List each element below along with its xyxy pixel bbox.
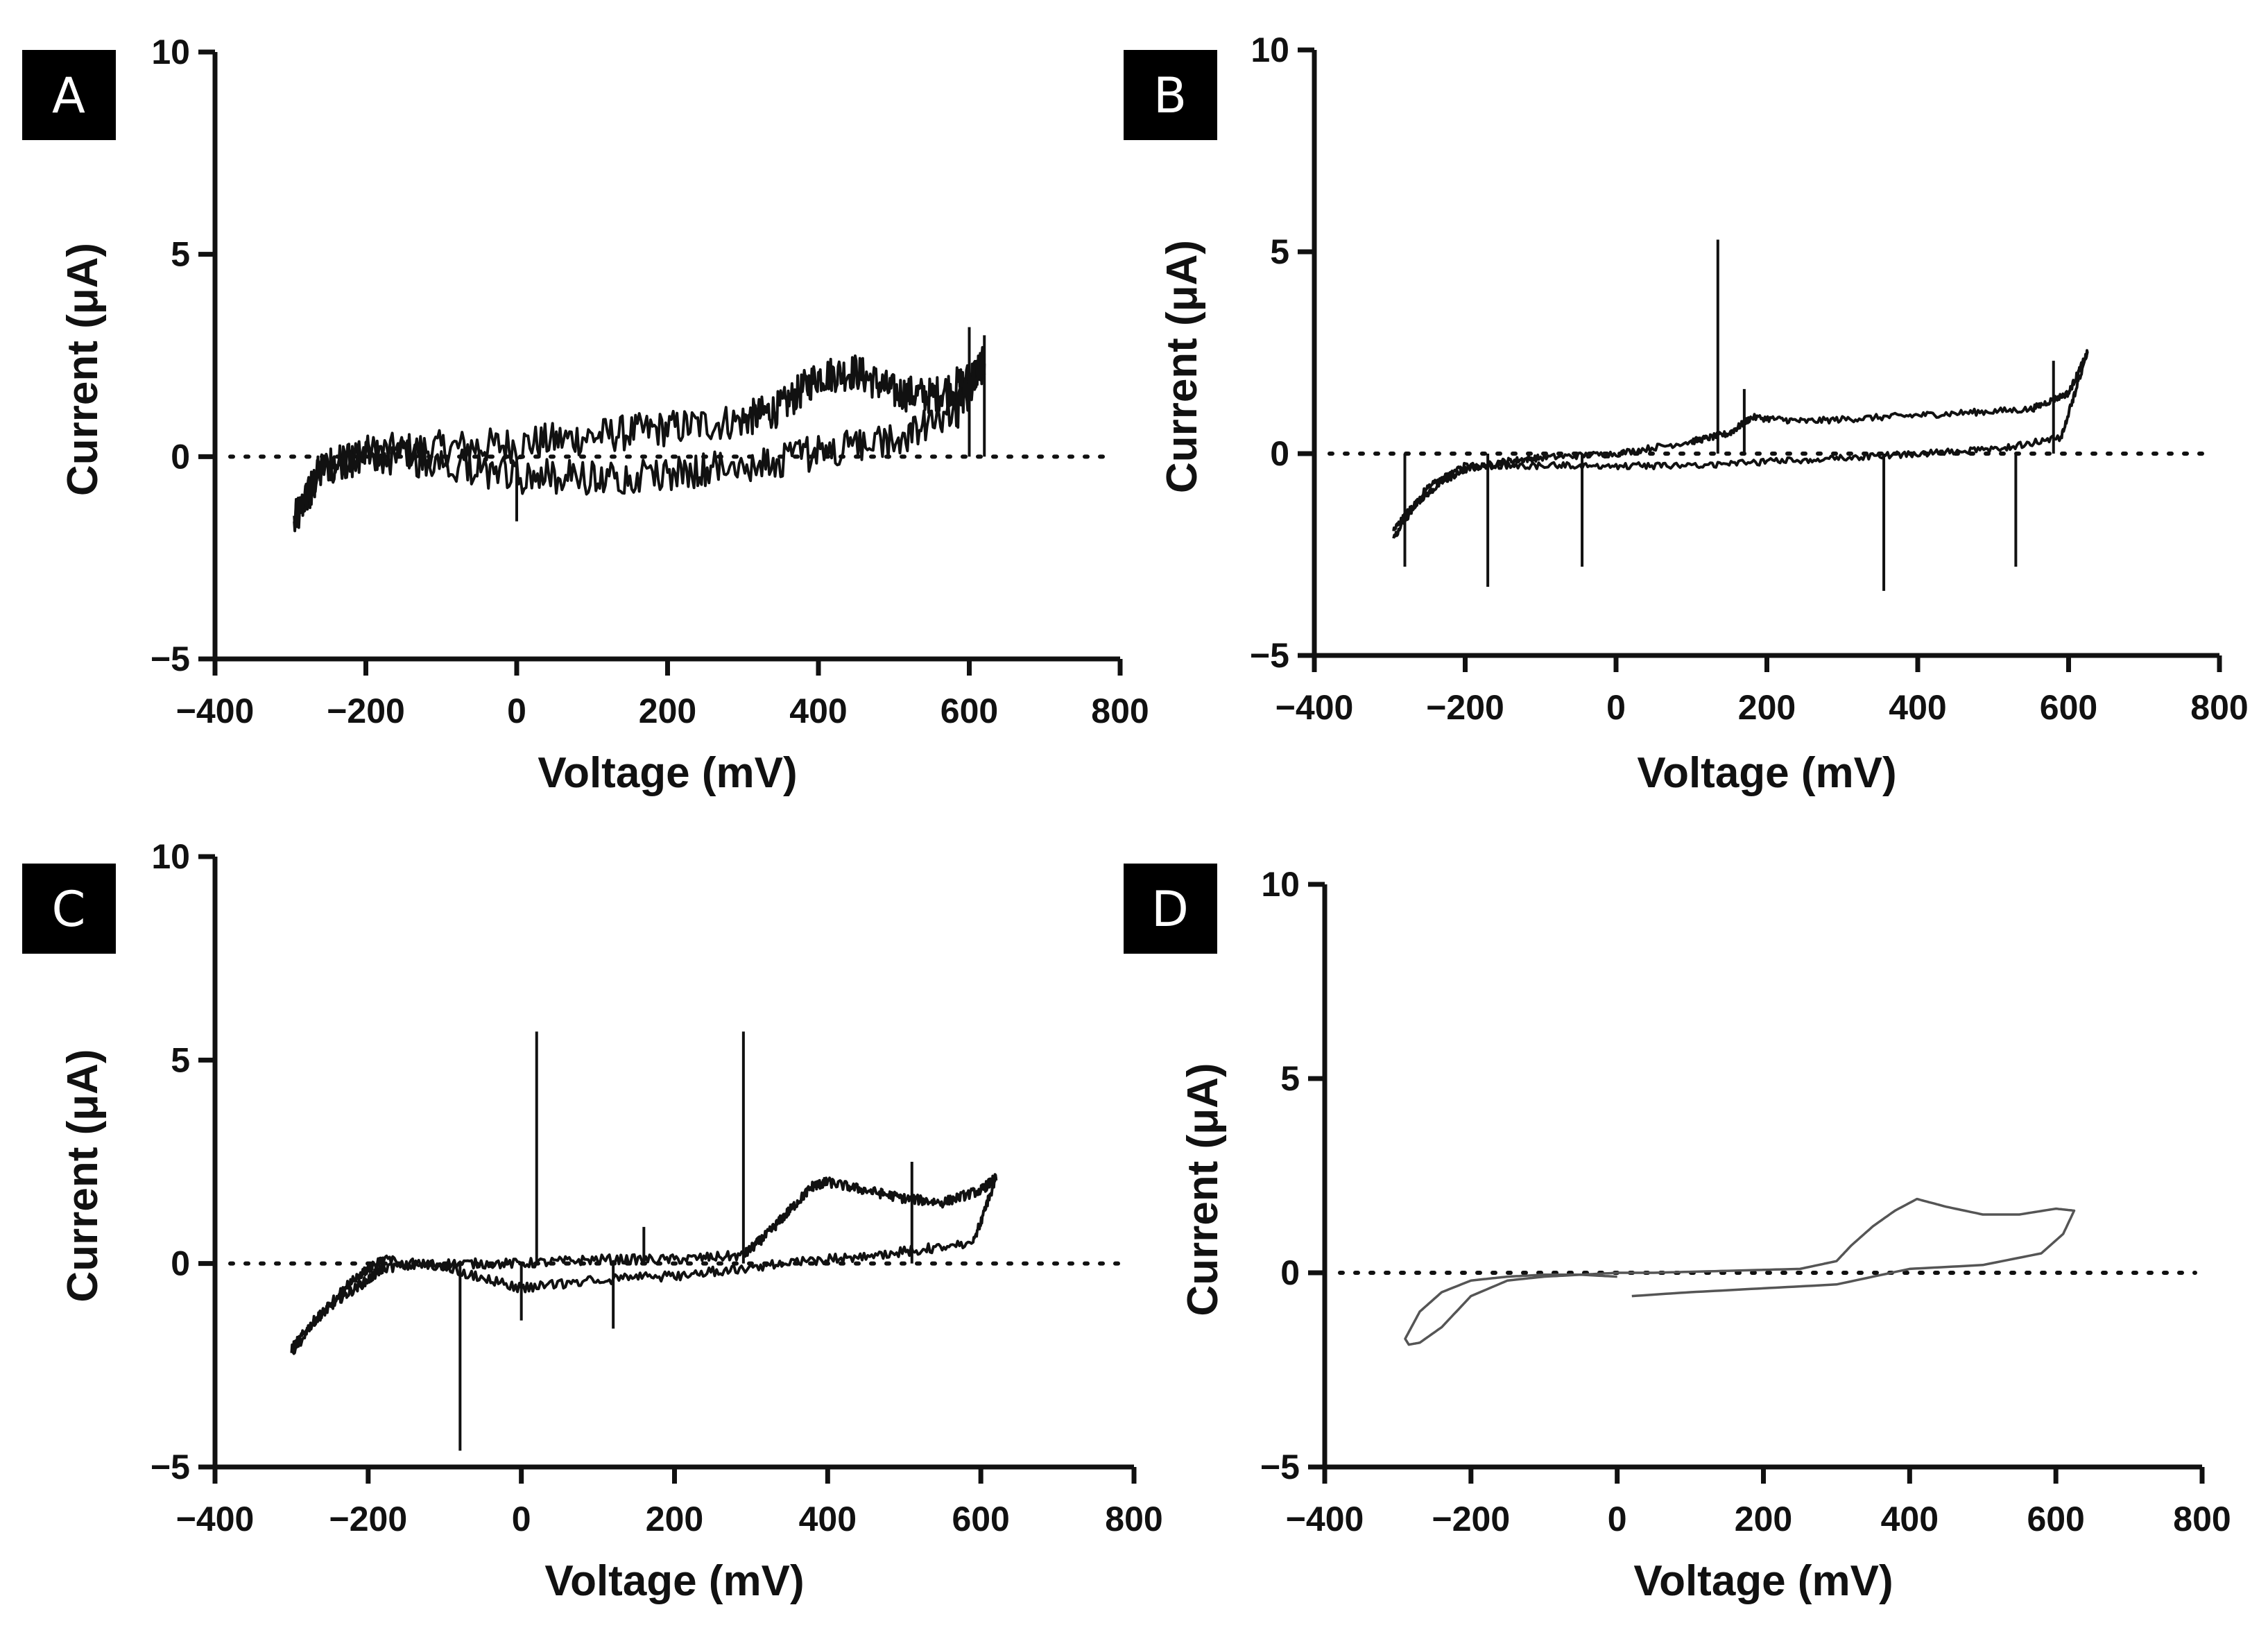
panel-b-y-tick-label: 0 xyxy=(1270,434,1289,473)
panel-a: A −5 0 5 10 −400 −200 0 200 400 600 800 Voltage (mV)… xyxy=(22,33,1149,797)
panel-b-x-tick-label: −200 xyxy=(1426,688,1504,727)
panel-c-y-axis-title: Current (μA) xyxy=(59,1049,107,1302)
panel-d-x-tick-label: −200 xyxy=(1432,1500,1511,1538)
panel-a-y-tick-label: 0 xyxy=(171,437,190,476)
panel-b-y-tick-label: 10 xyxy=(1251,31,1289,69)
panel-d-badge-box xyxy=(1124,864,1217,954)
panel-d-y-axis-title: Current (μA) xyxy=(1179,1063,1227,1316)
panel-d-x-axis-title: Voltage (mV) xyxy=(1633,1557,1893,1605)
panel-b-y-axis-title: Current (μA) xyxy=(1158,240,1206,493)
panel-d: D −5 0 5 10 −400 −200 0 200 400 600 800 Voltage (mV)… xyxy=(1124,864,2231,1605)
panel-b-series-0 xyxy=(1392,349,2089,531)
panel-d-x-tick-label: 0 xyxy=(1608,1500,1627,1538)
panel-c-x-tick-label: 200 xyxy=(646,1500,703,1538)
panel-a-badge-box xyxy=(22,50,116,140)
panel-a-y-tick-label: 5 xyxy=(171,235,190,274)
panel-b-x-tick-label: 400 xyxy=(1889,688,1946,727)
panel-a-x-tick-label: 600 xyxy=(940,692,998,730)
panel-c-y-tick-label: −5 xyxy=(151,1448,190,1486)
panel-a-x-tick-label: 400 xyxy=(789,692,847,730)
panel-c-badge-box xyxy=(22,864,116,954)
panel-b-x-tick-label: 0 xyxy=(1606,688,1626,727)
panel-b-y-tick-label: −5 xyxy=(1250,636,1289,675)
panel-a-y-axis-title: Current (μA) xyxy=(59,243,107,496)
panel-b-x-tick-label: 200 xyxy=(1738,688,1796,727)
panel-d-x-tick-label: 800 xyxy=(2173,1500,2231,1538)
panel-a-badge: A xyxy=(22,50,116,140)
panel-a-x-tick-label: 200 xyxy=(639,692,696,730)
panel-d-y-tick-label: 0 xyxy=(1280,1253,1300,1292)
panel-b-x-axis-title: Voltage (mV) xyxy=(1637,749,1896,797)
panel-b-letter: B xyxy=(1153,67,1187,124)
panel-b: B −5 0 5 10 −400 −200 0 200 400 600 800 Voltage (mV)… xyxy=(1124,31,2249,797)
panel-d-series-0 xyxy=(1404,1197,2076,1346)
panel-c-x-tick-label: 800 xyxy=(1105,1500,1162,1538)
panel-b-x-tick-label: 600 xyxy=(2040,688,2097,727)
panel-d-letter: D xyxy=(1151,881,1189,938)
panel-d-x-tick-label: 200 xyxy=(1735,1500,1792,1538)
panel-a-x-axis-title: Voltage (mV) xyxy=(538,749,797,797)
panel-c-y-tick-label: 10 xyxy=(151,837,190,876)
panel-c-y-tick-label: 5 xyxy=(171,1040,190,1079)
panel-b-y-tick-label: 5 xyxy=(1270,232,1289,271)
panel-c-x-tick-label: 0 xyxy=(512,1500,531,1538)
panel-c: C −5 0 5 10 −400 −200 0 200 400 600 800 Voltage (mV)… xyxy=(22,837,1163,1605)
panel-c-x-tick-label: −400 xyxy=(176,1500,255,1538)
panel-a-x-tick-label: 800 xyxy=(1091,692,1149,730)
panel-b-series-1 xyxy=(1392,351,2089,539)
panel-a-y-tick-label: −5 xyxy=(151,640,190,678)
panel-d-x-tick-label: 600 xyxy=(2027,1500,2084,1538)
panel-c-badge: C xyxy=(22,864,116,954)
panel-d-badge: D xyxy=(1124,864,1217,954)
panel-d-y-tick-label: 5 xyxy=(1280,1059,1300,1098)
panel-d-x-tick-label: 400 xyxy=(1881,1500,1939,1538)
panel-a-series-1 xyxy=(293,350,986,533)
panel-a-x-tick-label: −200 xyxy=(327,692,405,730)
panel-b-x-tick-label: −400 xyxy=(1275,688,1354,727)
panel-d-y-tick-label: 10 xyxy=(1261,865,1300,904)
panel-a-series-0 xyxy=(293,345,986,529)
panel-c-x-tick-label: 600 xyxy=(952,1500,1009,1538)
panel-b-badge-box xyxy=(1124,50,1217,140)
panel-c-y-tick-label: 0 xyxy=(171,1244,190,1283)
panel-c-letter: C xyxy=(52,881,86,938)
panel-d-y-tick-label: −5 xyxy=(1260,1448,1300,1486)
panel-a-letter: A xyxy=(52,67,85,124)
panel-c-series-1 xyxy=(290,1174,998,1355)
panel-b-x-tick-label: 800 xyxy=(2190,688,2248,727)
panel-c-x-axis-title: Voltage (mV) xyxy=(544,1557,804,1605)
panel-d-x-tick-label: −400 xyxy=(1286,1500,1364,1538)
panel-b-badge: B xyxy=(1124,50,1217,140)
panel-a-x-tick-label: 0 xyxy=(507,692,526,730)
panel-a-x-tick-label: −400 xyxy=(176,692,255,730)
panel-c-x-tick-label: −200 xyxy=(329,1500,408,1538)
panel-c-x-tick-label: 400 xyxy=(799,1500,857,1538)
panel-a-y-tick-label: 10 xyxy=(151,33,190,71)
